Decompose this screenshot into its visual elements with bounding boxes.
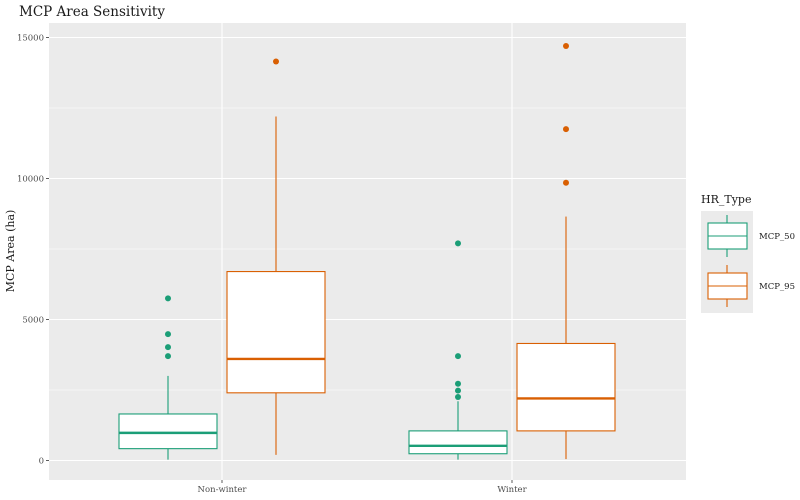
outlier-point: [455, 353, 461, 360]
outlier-point: [273, 58, 279, 65]
y-tick-label: 10000: [17, 175, 44, 185]
box-mcp-95-winter: [516, 42, 616, 460]
gridlines: [49, 23, 686, 480]
y-axis: 0 5000 10000 15000: [17, 34, 49, 467]
outlier-point: [455, 394, 461, 401]
y-axis-title: MCP Area (ha): [4, 210, 17, 293]
box-mcp-95-non-winter: [226, 58, 326, 455]
outlier-point: [165, 353, 171, 360]
box-iqr: [118, 413, 218, 450]
outlier-point: [455, 380, 461, 387]
box-series-group: [118, 42, 616, 460]
legend-key-mcp-95: MCP_95: [707, 265, 795, 307]
outlier-point: [563, 179, 569, 186]
outlier-point: [455, 387, 461, 394]
outlier-point: [455, 240, 461, 247]
outlier-point: [165, 344, 171, 351]
outlier-point: [563, 42, 569, 49]
legend: HR_Type MCP_50 MCP_95: [701, 193, 795, 313]
legend-title: HR_Type: [701, 193, 751, 206]
y-tick-label: 0: [39, 457, 44, 467]
legend-label: MCP_95: [759, 282, 795, 292]
x-tick-label: Winter: [497, 485, 527, 495]
legend-label: MCP_50: [759, 232, 795, 242]
outlier-point: [165, 331, 171, 338]
outlier-point: [165, 295, 171, 302]
box-mcp-50-non-winter: [118, 295, 218, 460]
box-mcp-50-winter: [408, 240, 508, 460]
x-axis: Non-winter Winter: [198, 480, 528, 495]
y-tick-label: 15000: [17, 34, 44, 44]
chart-title: MCP Area Sensitivity: [19, 4, 165, 20]
x-tick-label: Non-winter: [198, 485, 248, 495]
y-tick-label: 5000: [22, 316, 44, 326]
box-iqr: [408, 430, 508, 455]
legend-key-mcp-50: MCP_50: [707, 215, 795, 257]
box-iqr: [516, 342, 616, 432]
box-iqr: [226, 271, 326, 394]
outlier-point: [563, 126, 569, 133]
